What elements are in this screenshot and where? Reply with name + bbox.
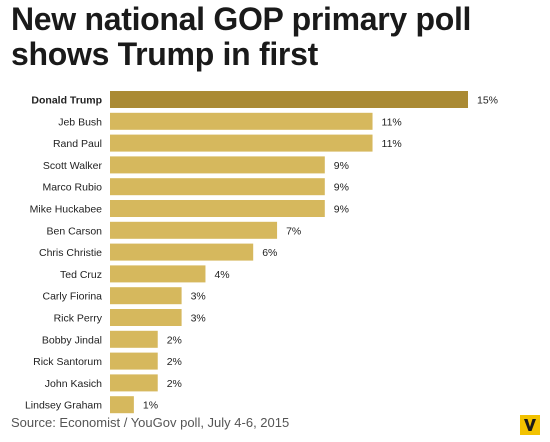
bar bbox=[110, 396, 134, 414]
bar bbox=[110, 287, 182, 305]
value-label: 9% bbox=[334, 182, 349, 194]
title-line-2: shows Trump in first bbox=[11, 36, 318, 72]
category-label: Donald Trump bbox=[31, 95, 102, 107]
bar bbox=[110, 112, 373, 130]
value-label: 9% bbox=[334, 204, 349, 216]
category-label: Bobby Jindal bbox=[42, 334, 102, 346]
category-label: Rick Santorum bbox=[33, 356, 102, 368]
category-label: Lindsey Graham bbox=[25, 400, 102, 412]
category-label: Rick Perry bbox=[54, 313, 103, 325]
vox-logo-icon bbox=[520, 415, 540, 435]
bar bbox=[110, 309, 182, 326]
value-label: 2% bbox=[167, 356, 182, 368]
value-label: 11% bbox=[382, 138, 402, 150]
category-label: Carly Fiorina bbox=[42, 291, 102, 303]
value-label: 9% bbox=[334, 160, 349, 172]
bar bbox=[110, 156, 325, 174]
category-label: Ted Cruz bbox=[60, 269, 102, 281]
category-label: Scott Walker bbox=[43, 160, 103, 172]
bar bbox=[110, 374, 158, 392]
bar bbox=[110, 91, 468, 108]
value-label: 3% bbox=[191, 291, 206, 303]
bar bbox=[110, 243, 254, 261]
value-label: 4% bbox=[214, 269, 229, 281]
value-label: 11% bbox=[382, 116, 402, 128]
value-label: 6% bbox=[262, 247, 277, 259]
category-label: John Kasich bbox=[45, 378, 102, 390]
category-label: Chris Christie bbox=[39, 247, 102, 259]
bar bbox=[110, 134, 373, 152]
category-label: Rand Paul bbox=[53, 138, 102, 150]
source-note: Source: Economist / YouGov poll, July 4-… bbox=[11, 415, 290, 430]
value-label: 2% bbox=[167, 378, 182, 390]
category-label: Mike Huckabee bbox=[30, 204, 103, 216]
title-line-1: New national GOP primary poll bbox=[11, 1, 472, 37]
bar bbox=[110, 265, 206, 283]
value-label: 7% bbox=[286, 225, 301, 237]
value-label: 15% bbox=[477, 95, 498, 107]
value-label: 1% bbox=[143, 400, 158, 412]
bar bbox=[110, 221, 278, 239]
vox-logo-glyph bbox=[524, 419, 536, 431]
category-label: Marco Rubio bbox=[42, 182, 102, 194]
bar bbox=[110, 178, 325, 196]
bar bbox=[110, 352, 158, 370]
category-label: Jeb Bush bbox=[58, 116, 102, 128]
bar bbox=[110, 330, 158, 348]
bar bbox=[110, 200, 325, 217]
chart-title: New national GOP primary poll shows Trum… bbox=[11, 2, 541, 72]
category-label: Ben Carson bbox=[47, 225, 103, 237]
value-label: 3% bbox=[191, 313, 206, 325]
value-label: 2% bbox=[167, 334, 182, 346]
